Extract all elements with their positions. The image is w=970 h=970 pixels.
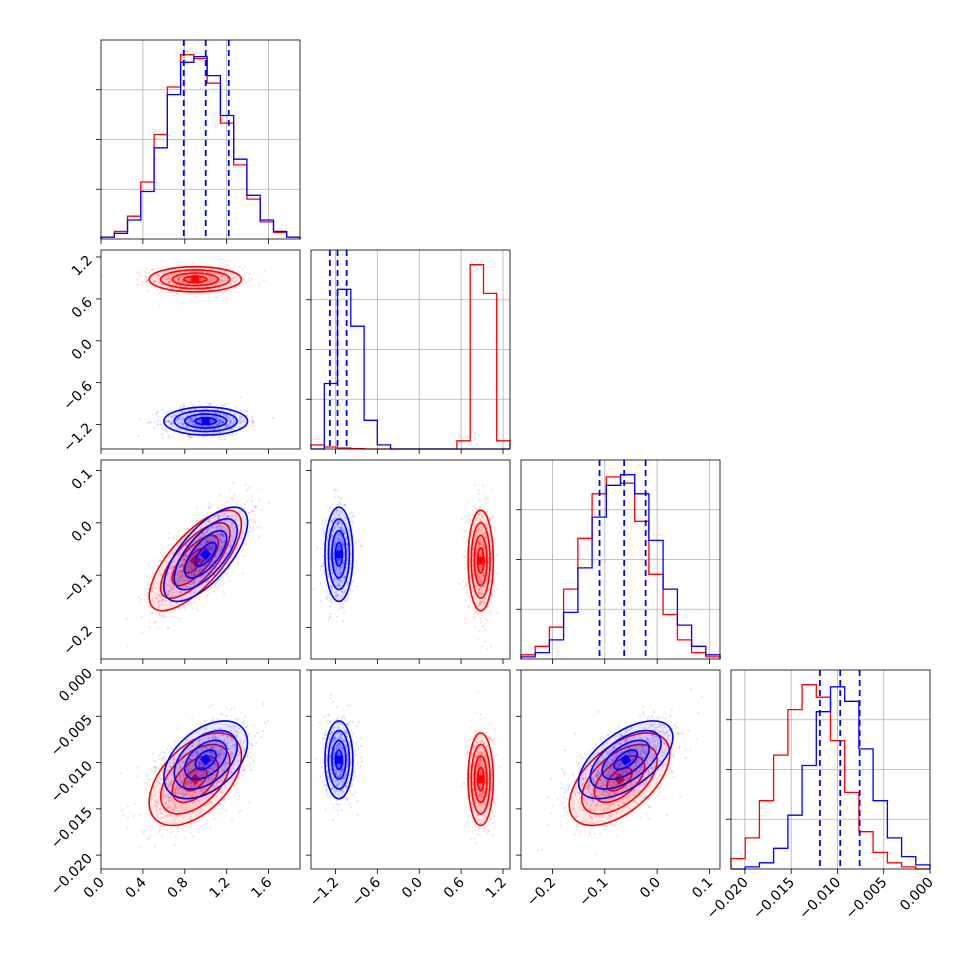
- x-tick-label: −0.015: [750, 875, 798, 923]
- x-tick-label: 0.0: [399, 875, 426, 902]
- y-tick-label: 1.2: [69, 253, 96, 280]
- histogram-blue: [311, 288, 510, 450]
- x-tick-label: 0.4: [123, 874, 150, 901]
- histogram-panel-1: [306, 249, 511, 450]
- contours-blue: [324, 720, 354, 800]
- histogram-panel-3: [726, 669, 931, 870]
- panel-2-0: [100, 459, 301, 660]
- panel-2-1: [310, 459, 511, 660]
- contours-red: [148, 265, 243, 293]
- contours-blue: [163, 720, 249, 800]
- y-tick-label: −0.6: [60, 378, 95, 413]
- y-tick-label: 0.1: [69, 466, 96, 493]
- panel-3-1: [310, 669, 511, 870]
- contours-blue: [162, 506, 249, 603]
- contours-blue: [162, 406, 249, 436]
- contours-blue: [577, 720, 674, 800]
- histogram-panel-2: [516, 459, 721, 660]
- x-tick-label: 0.8: [165, 875, 192, 902]
- x-tick-label: 0.0: [637, 875, 664, 902]
- y-tick-label: −1.2: [60, 420, 95, 455]
- histogram-red: [310, 264, 511, 450]
- contours-red: [467, 509, 495, 612]
- y-tick-label: −0.1: [60, 571, 95, 606]
- y-tick-label: −0.015: [48, 804, 96, 852]
- x-tick-label: −0.005: [843, 875, 891, 923]
- y-tick-label: 0.0: [69, 336, 96, 363]
- x-tick-label: 0.0: [81, 875, 108, 902]
- x-tick-label: 1.2: [206, 875, 233, 902]
- contours-red: [568, 732, 671, 827]
- histogram-panel-0: [96, 39, 301, 240]
- x-tick-label: −0.6: [349, 874, 384, 909]
- x-tick-label: −1.2: [307, 875, 342, 910]
- x-tick-label: 0.000: [897, 875, 937, 915]
- x-tick-label: −0.2: [524, 875, 559, 910]
- x-tick-label: 1.6: [248, 874, 275, 901]
- x-tick-label: 0.6: [441, 874, 468, 901]
- y-tick-label: 0.0: [69, 518, 96, 545]
- panel-3-0: [100, 669, 301, 870]
- histogram-blue: [100, 55, 301, 239]
- histogram-red: [520, 476, 721, 659]
- x-tick-label: 0.1: [689, 875, 716, 902]
- panel-1-0: [100, 249, 301, 450]
- x-tick-label: −0.010: [796, 875, 844, 923]
- contours-red: [467, 732, 495, 827]
- histogram-red: [100, 54, 301, 239]
- x-tick-label: 1.2: [483, 875, 510, 902]
- y-tick-label: 0.6: [69, 294, 96, 321]
- contours-blue: [324, 506, 354, 603]
- histogram-blue: [520, 474, 721, 659]
- y-tick-label: −0.010: [48, 758, 96, 806]
- x-tick-label: −0.1: [576, 875, 611, 910]
- y-tick-label: 0.000: [56, 666, 96, 706]
- panel-3-2: [520, 669, 721, 870]
- histogram-blue: [731, 686, 931, 870]
- y-tick-label: −0.2: [60, 623, 95, 658]
- y-tick-label: −0.005: [48, 712, 96, 760]
